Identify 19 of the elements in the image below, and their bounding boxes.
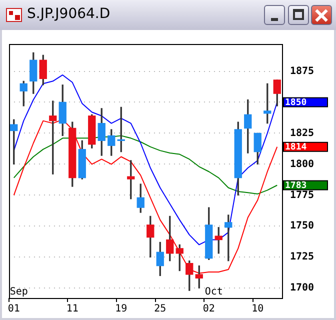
data-label: 1814 [285,142,308,153]
y-tick-label: 1725 [290,252,314,263]
y-tick-label: 1800 [290,158,314,170]
y-tick-label: 1875 [290,66,314,77]
data-label: 1783 [285,181,307,192]
chart-title: S.JP.J9064.D [27,6,110,22]
data-label: 1850 [285,98,307,108]
x-tick-label: 25 [154,304,166,315]
y-tick-label: 1750 [290,220,314,232]
x-tick-label: 01 [8,304,20,315]
y-tick-label: 1700 [290,282,314,294]
annotation: Oct [204,286,223,298]
x-tick-label: 10 [252,304,264,315]
y-tick-label: 1825 [290,128,314,139]
x-tick-label: 19 [115,304,128,315]
x-tick-label: 02 [202,304,215,315]
x-tick-label: 11 [66,304,78,315]
annotation: Sep [10,286,28,298]
y-tick-label: 1775 [290,190,314,201]
